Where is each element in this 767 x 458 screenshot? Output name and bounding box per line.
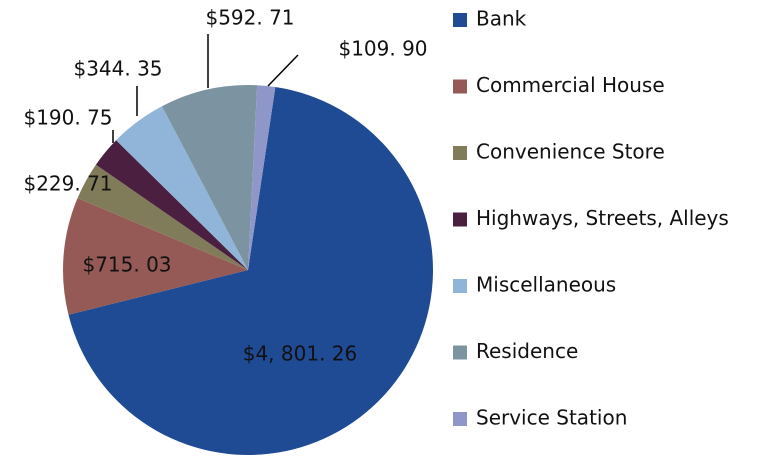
data-label: $229. 71 <box>23 172 112 196</box>
legend-swatch <box>453 79 467 94</box>
pie-slice <box>248 85 276 271</box>
pie-slice <box>95 140 248 270</box>
data-label: $4, 801. 26 <box>243 342 358 366</box>
legend-swatch <box>453 13 467 27</box>
data-label: $109. 90 <box>338 37 427 61</box>
legend-label: Service Station <box>476 406 627 430</box>
legend-swatch <box>453 146 467 160</box>
legend-swatch <box>453 345 467 360</box>
legend-label: Miscellaneous <box>476 273 616 297</box>
data-label: $715. 03 <box>82 253 171 277</box>
data-label: $344. 35 <box>73 57 162 81</box>
legend-label: Commercial House <box>476 73 665 97</box>
pie-slice <box>77 164 249 270</box>
pie-slice <box>68 87 434 456</box>
legend-swatch <box>453 412 467 426</box>
pie-slice <box>161 84 258 270</box>
leader-line <box>267 54 299 87</box>
data-label: $592. 71 <box>205 6 294 30</box>
data-label: $190. 75 <box>23 106 112 130</box>
legend-label: Bank <box>476 7 527 31</box>
pie-slice <box>116 106 248 270</box>
pie-slice <box>62 198 248 315</box>
legend-label: Highways, Streets, Alleys <box>476 206 729 230</box>
legend-swatch <box>453 212 467 227</box>
legend-label: Residence <box>476 339 578 363</box>
legend-label: Convenience Store <box>476 140 665 164</box>
legend-swatch <box>453 279 467 293</box>
